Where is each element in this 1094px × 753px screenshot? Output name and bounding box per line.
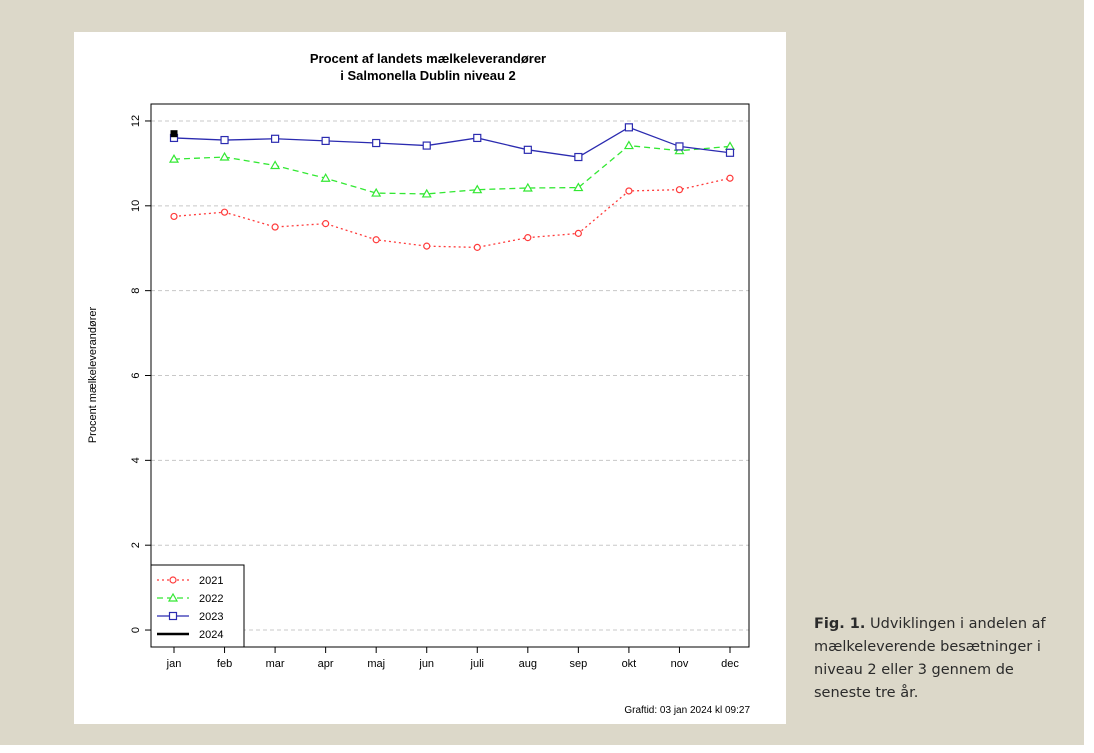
- point-2023-apr: [321, 136, 330, 146]
- point-2021-dec: [726, 174, 734, 182]
- point-2022-sep: [573, 182, 584, 192]
- point-2021-maj: [372, 236, 380, 244]
- point-2022-feb: [219, 151, 230, 161]
- series-line-2021: [173, 177, 731, 249]
- point-2021-nov: [675, 186, 684, 194]
- x-tick-label-mar: mar: [266, 658, 285, 670]
- point-2021-jun: [423, 242, 431, 250]
- point-2023-aug: [523, 145, 532, 154]
- legend-item-2023: 2023: [157, 611, 223, 623]
- point-2023-okt: [624, 123, 634, 132]
- y-tick-label-0: 0: [130, 627, 142, 633]
- point-2021-jan: [170, 212, 178, 221]
- x-tick-label-feb: feb: [217, 658, 232, 670]
- point-2021-aug: [524, 234, 532, 242]
- point-2022-maj: [371, 187, 382, 197]
- point-2023-jun: [422, 141, 431, 150]
- line-chart: Procent af landets mælkeleverandører i S…: [87, 51, 750, 716]
- point-2023-sep: [574, 152, 583, 162]
- point-2021-feb: [220, 208, 229, 216]
- x-tick-label-jun: jun: [418, 658, 434, 670]
- point-2023-dec: [725, 148, 735, 157]
- grid-lines: [151, 120, 749, 631]
- y-tick-label-10: 10: [130, 200, 142, 212]
- point-2023-nov: [675, 142, 684, 151]
- y-tick-label-4: 4: [130, 457, 142, 463]
- y-tick-label-2: 2: [130, 542, 142, 548]
- x-tick-label-sep: sep: [569, 658, 587, 670]
- axes: 0 2 4 6 8 10 12 jan feb mar apr maj jun juli aug sep okt…: [130, 115, 739, 670]
- point-2022-juli: [472, 184, 483, 194]
- series-2021: [170, 174, 734, 251]
- point-2021-juli: [473, 243, 481, 251]
- series-line-2023: [173, 126, 731, 158]
- series-2024: [170, 130, 178, 138]
- point-2024-jan: [170, 130, 178, 138]
- point-2023-mar: [270, 134, 280, 143]
- point-2021-okt: [625, 187, 633, 195]
- point-2022-jan: [168, 153, 180, 163]
- x-tick-label-apr: apr: [318, 658, 334, 670]
- point-2021-mar: [271, 223, 279, 231]
- point-2022-aug: [522, 182, 533, 192]
- x-tick-label-maj: maj: [367, 658, 385, 670]
- figure-caption: Fig. 1. Udviklingen i andelen af mælkele…: [814, 613, 1064, 705]
- legend-marker-2022: [167, 592, 179, 602]
- y-axis-label: Procent mælkeleverandører: [87, 307, 99, 444]
- caption-text: Udviklingen i andelen af mælkeleverende …: [814, 616, 1046, 701]
- point-2023-juli: [473, 133, 482, 143]
- y-tick-label-6: 6: [130, 372, 142, 378]
- legend-label-2024: 2024: [199, 629, 223, 641]
- point-2022-mar: [270, 160, 281, 170]
- x-tick-label-juli: juli: [470, 658, 484, 670]
- legend: 2021 2022 2023 2024: [150, 564, 245, 648]
- caption-lead: Fig. 1.: [814, 616, 866, 632]
- chart-figure: Procent af landets mælkeleverandører i S…: [74, 32, 786, 724]
- series-2022: [168, 140, 736, 198]
- series-line-2022: [173, 144, 731, 195]
- point-2021-apr: [322, 220, 330, 228]
- legend-item-2024: 2024: [157, 629, 223, 641]
- legend-item-2021: 2021: [157, 575, 223, 587]
- series-2023: [169, 123, 735, 162]
- x-tick-label-jan: jan: [166, 658, 182, 670]
- chart-footnote: Graftid: 03 jan 2024 kl 09:27: [624, 705, 750, 716]
- point-2022-dec: [724, 141, 736, 151]
- x-tick-label-nov: nov: [671, 658, 689, 670]
- point-2022-jun: [421, 188, 432, 198]
- point-2023-feb: [220, 135, 229, 145]
- point-2022-apr: [320, 173, 331, 182]
- y-tick-label-8: 8: [130, 288, 142, 294]
- legend-marker-2021: [169, 576, 177, 584]
- legend-label-2021: 2021: [199, 575, 223, 587]
- legend-label-2023: 2023: [199, 611, 223, 623]
- point-2021-sep: [574, 229, 582, 237]
- data-series: [168, 123, 736, 251]
- legend-item-2022: 2022: [157, 592, 223, 605]
- y-tick-label-12: 12: [130, 115, 142, 127]
- x-tick-label-aug: aug: [519, 658, 537, 670]
- x-tick-label-dec: dec: [721, 658, 739, 670]
- chart-title-line-2: i Salmonella Dublin niveau 2: [340, 68, 516, 83]
- legend-marker-2023: [168, 611, 178, 621]
- x-tick-label-okt: okt: [622, 658, 637, 670]
- chart-title-line-1: Procent af landets mælkeleverandører: [310, 51, 546, 66]
- legend-label-2022: 2022: [199, 593, 223, 605]
- point-2022-okt: [623, 140, 634, 150]
- point-2023-maj: [372, 138, 381, 148]
